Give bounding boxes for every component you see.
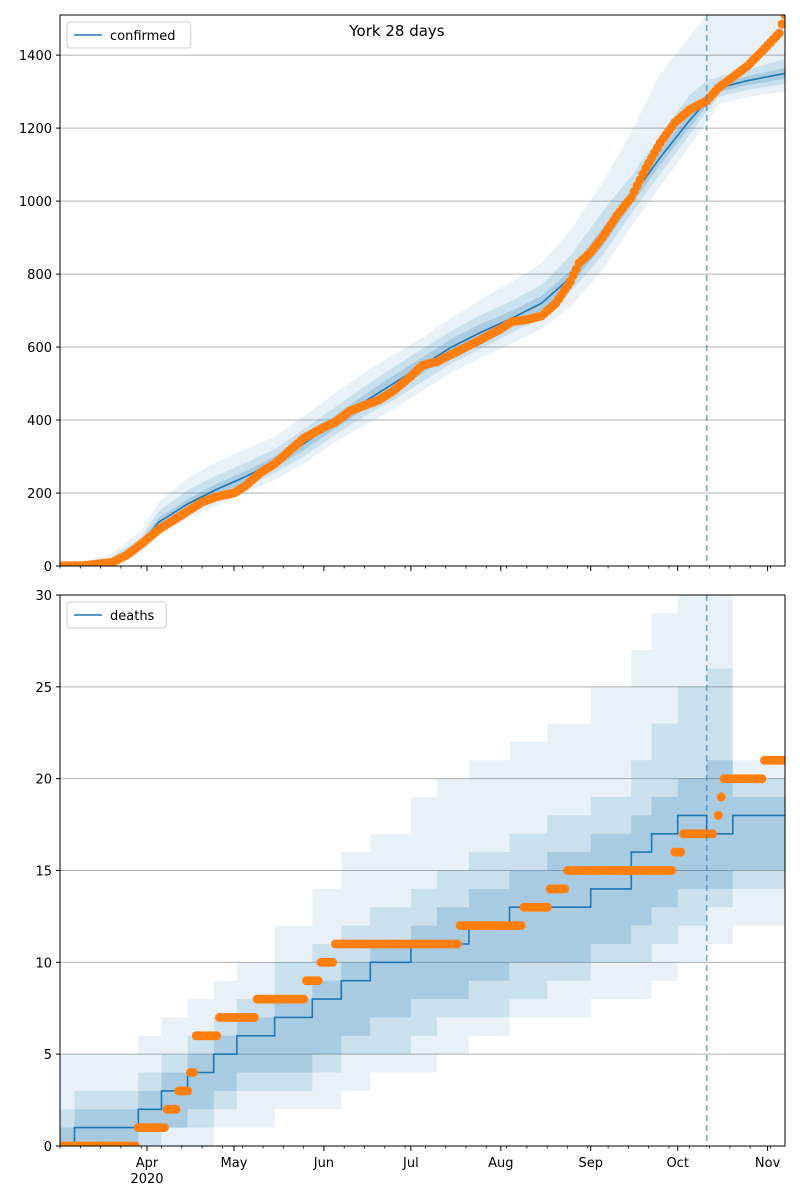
observed-point bbox=[171, 1104, 181, 1114]
x-tick-sublabel: 2020 bbox=[130, 1172, 163, 1187]
observed-point bbox=[774, 28, 784, 38]
y-tick-label: 400 bbox=[27, 414, 52, 429]
y-tick-label: 20 bbox=[35, 773, 52, 788]
plot-area bbox=[60, 15, 785, 566]
confirmed-panel: 0 200 400 600 800 1000 1200 1400 confirmed bbox=[19, 14, 786, 575]
y-tick-label: 30 bbox=[35, 589, 52, 604]
y-tick-label: 5 bbox=[44, 1048, 52, 1063]
legend-box bbox=[66, 601, 167, 629]
observed-point bbox=[780, 15, 785, 20]
y-tick-label: 200 bbox=[27, 487, 52, 502]
x-tick-label: Jul bbox=[402, 1156, 419, 1171]
y-tick-label: 1400 bbox=[19, 49, 52, 64]
x-tick-label: Nov bbox=[755, 1156, 781, 1171]
observed-point bbox=[560, 884, 570, 894]
observed-point bbox=[542, 902, 552, 912]
uncertainty-band-outer bbox=[60, 15, 785, 566]
observed-point bbox=[183, 1086, 193, 1096]
x-tick-label: Sep bbox=[578, 1156, 603, 1171]
observed-point bbox=[713, 810, 723, 820]
y-tick-label: 1000 bbox=[19, 195, 52, 210]
y-tick-label: 0 bbox=[44, 1140, 52, 1155]
y-tick-label: 25 bbox=[35, 681, 52, 696]
x-tick-label: May bbox=[221, 1156, 248, 1171]
axes-frame bbox=[59, 14, 786, 567]
plot-area bbox=[60, 595, 785, 1146]
observed-point bbox=[249, 1012, 259, 1022]
uncertainty-band-outer bbox=[60, 595, 785, 1146]
y-tick-label: 15 bbox=[35, 865, 52, 880]
observed-point bbox=[212, 1031, 222, 1041]
x-tick-label: Oct bbox=[666, 1156, 688, 1171]
observed-point bbox=[516, 921, 526, 931]
observed-point bbox=[780, 755, 785, 765]
uncertainty-band-middle bbox=[60, 668, 785, 1146]
legend: confirmed bbox=[66, 21, 192, 49]
legend-label: confirmed bbox=[110, 29, 176, 44]
y-tick-label: 10 bbox=[35, 956, 52, 971]
observed-point bbox=[708, 829, 717, 839]
x-tick-label: Jun bbox=[313, 1156, 334, 1171]
observed-point bbox=[676, 847, 686, 857]
observed-point bbox=[130, 1141, 140, 1146]
observed-point bbox=[188, 1068, 198, 1077]
x-tick-label: Apr bbox=[136, 1156, 159, 1171]
observed-point bbox=[299, 994, 309, 1004]
x-tick-label: Aug bbox=[488, 1156, 513, 1171]
legend: deaths bbox=[66, 601, 167, 629]
uncertainty-band-inner bbox=[60, 760, 785, 1146]
observed-point bbox=[328, 957, 338, 967]
observed-point bbox=[716, 792, 726, 802]
observed-point bbox=[667, 866, 677, 875]
y-tick-label: 0 bbox=[44, 560, 52, 575]
observed-point bbox=[159, 1123, 169, 1133]
legend-label: deaths bbox=[110, 609, 155, 624]
legend-box bbox=[66, 21, 192, 49]
observed-point bbox=[757, 774, 767, 784]
chart-title: York 28 days bbox=[348, 22, 444, 40]
observed-point bbox=[452, 939, 462, 949]
y-tick-label: 1200 bbox=[19, 122, 52, 137]
y-tick-label: 800 bbox=[27, 268, 52, 283]
y-tick-label: 600 bbox=[27, 341, 52, 356]
observed-point bbox=[313, 976, 323, 986]
observed-point bbox=[777, 19, 785, 29]
